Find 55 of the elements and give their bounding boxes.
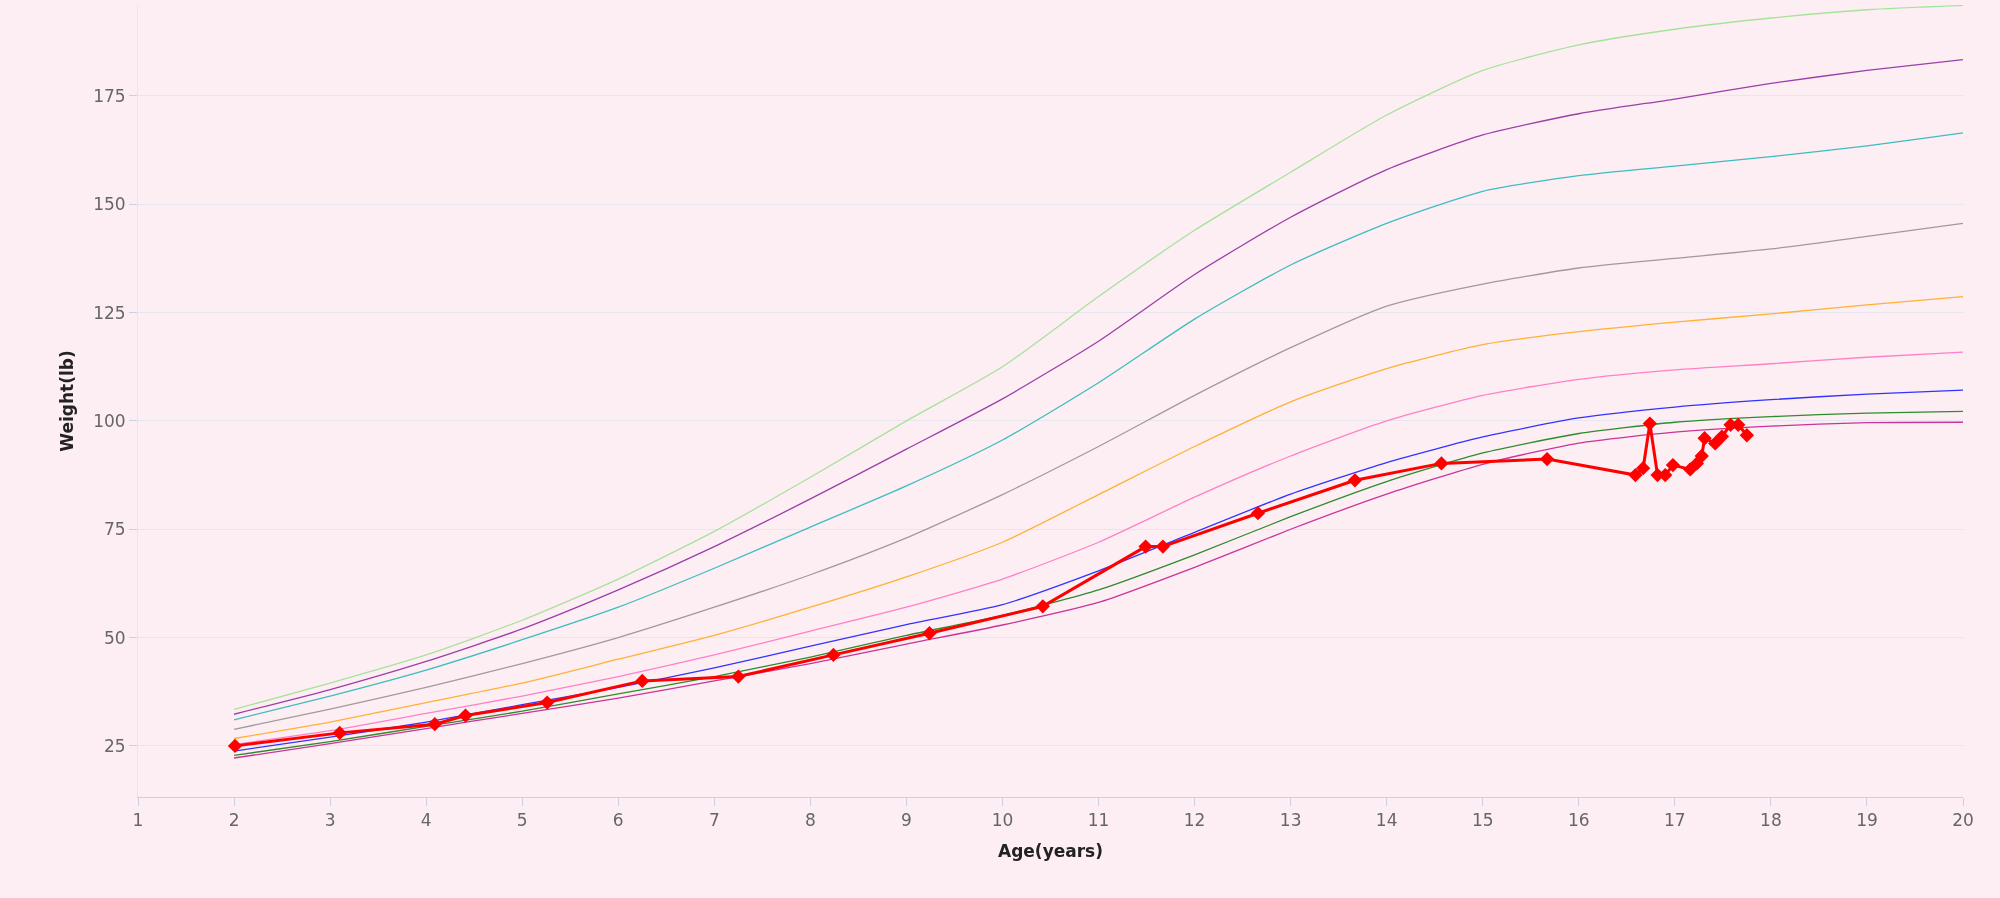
point bbox=[1347, 473, 1363, 488]
x-tick-label: 16 bbox=[1567, 810, 1590, 831]
x-tick-label: 9 bbox=[901, 810, 912, 831]
point bbox=[227, 738, 243, 754]
point bbox=[1250, 506, 1266, 521]
point bbox=[1739, 428, 1755, 443]
point bbox=[540, 695, 555, 710]
x-tick-label: 17 bbox=[1664, 810, 1686, 831]
point bbox=[427, 717, 442, 732]
x-tick-label: 10 bbox=[991, 810, 1014, 831]
point bbox=[1434, 456, 1449, 471]
point bbox=[1665, 457, 1681, 473]
x-tick-label: 6 bbox=[612, 810, 624, 831]
x-tick-label: 18 bbox=[1760, 810, 1782, 831]
y-tick-label: 125 bbox=[93, 302, 126, 323]
y-tick-label: 75 bbox=[103, 519, 126, 540]
x-tick-label: 1 bbox=[132, 810, 144, 831]
point bbox=[1635, 461, 1651, 476]
point bbox=[1694, 448, 1709, 464]
x-tick-label: 14 bbox=[1375, 810, 1398, 831]
point bbox=[635, 673, 650, 689]
point bbox=[922, 626, 937, 641]
x-tick-label: 3 bbox=[324, 810, 336, 831]
x-tick-label: 19 bbox=[1856, 810, 1878, 831]
y-axis-title: Weight(lb) bbox=[56, 350, 77, 452]
x-tick-label: 20 bbox=[1952, 810, 1974, 831]
x-axis-title: Age(years) bbox=[998, 840, 1103, 861]
point bbox=[1714, 429, 1730, 444]
point bbox=[1697, 431, 1712, 446]
y-tick-label: 175 bbox=[93, 85, 126, 106]
x-tick-label: 11 bbox=[1087, 810, 1110, 831]
point bbox=[826, 647, 841, 663]
x-tick-label: 13 bbox=[1279, 810, 1302, 831]
line-series bbox=[233, 222, 1963, 731]
point bbox=[1035, 599, 1050, 614]
y-tick-label: 50 bbox=[103, 627, 126, 648]
point bbox=[1628, 467, 1643, 483]
x-tick-label: 2 bbox=[228, 810, 240, 831]
y-tick-label: 150 bbox=[93, 194, 126, 215]
point bbox=[332, 725, 347, 741]
x-tick-label: 12 bbox=[1183, 810, 1206, 831]
y-tick-label: 25 bbox=[103, 735, 126, 756]
point bbox=[731, 669, 746, 684]
point bbox=[1539, 451, 1555, 467]
x-tick-label: 15 bbox=[1471, 810, 1494, 831]
point bbox=[1155, 539, 1171, 554]
x-tick-label: 5 bbox=[516, 810, 528, 831]
point bbox=[1138, 539, 1153, 554]
point bbox=[1708, 436, 1723, 451]
x-tick-label: 4 bbox=[420, 810, 432, 831]
x-tick-label: 8 bbox=[804, 810, 816, 831]
point bbox=[458, 708, 473, 723]
x-tick-label: 7 bbox=[708, 810, 720, 831]
point bbox=[1642, 416, 1658, 431]
y-tick-label: 100 bbox=[93, 410, 126, 431]
